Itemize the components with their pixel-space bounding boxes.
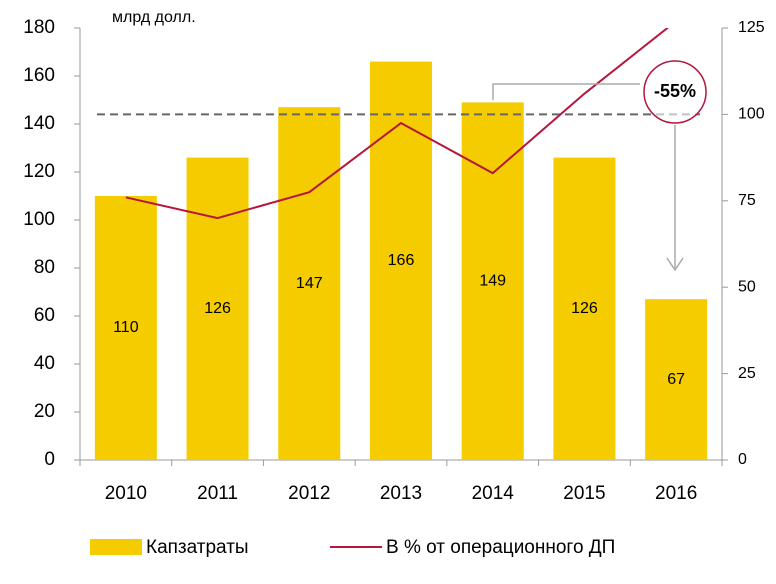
y-tick-label: 80 (34, 257, 55, 278)
bar (370, 61, 432, 460)
y2-tick-label: 75 (738, 192, 756, 209)
y-tick-label: 20 (34, 401, 55, 422)
y-tick-label: 160 (23, 65, 55, 86)
y-tick-label: 140 (23, 113, 55, 134)
annotation-arrowhead (666, 257, 684, 272)
bar-label: 166 (388, 252, 415, 269)
y2-tick-label: 125 (738, 19, 765, 36)
legend-swatch (90, 539, 142, 555)
y2-tick-label: 25 (738, 365, 756, 382)
y-tick-label: 180 (23, 17, 55, 38)
x-tick-label: 2011 (197, 483, 238, 504)
y-tick-label: 0 (44, 449, 55, 470)
annotation-circle (643, 60, 707, 124)
y-tick-label: 60 (34, 305, 55, 326)
y2-tick-label: 100 (738, 106, 765, 123)
bar-label: 67 (667, 371, 685, 388)
y-tick-label: 40 (34, 353, 55, 374)
unit-label: млрд долл. (112, 9, 196, 26)
annotation-bracket (492, 83, 640, 100)
legend-label: Капзатраты (146, 537, 249, 558)
x-tick-label: 2014 (472, 483, 515, 504)
bar (553, 157, 616, 460)
x-tick-label: 2013 (380, 483, 422, 504)
bar-label: 110 (113, 319, 139, 336)
bar-label: 126 (204, 300, 231, 317)
bar-label: 149 (479, 272, 506, 289)
legend-label: В % от операционного ДП (386, 537, 615, 558)
bar-label: 126 (571, 300, 598, 317)
y-tick-label: 120 (23, 161, 55, 182)
annotation: -55% (654, 81, 696, 101)
bar (645, 299, 708, 460)
bar (278, 107, 341, 460)
x-tick-label: 2010 (105, 483, 147, 504)
bar (186, 157, 249, 460)
bar (94, 196, 157, 460)
y-tick-label: 100 (23, 209, 55, 230)
y2-tick-label: 50 (738, 278, 756, 295)
line (125, 28, 670, 220)
x-tick-label: 2016 (655, 483, 697, 504)
x-tick-label: 2012 (288, 483, 330, 504)
bar-label: 147 (296, 275, 323, 292)
y2-tick-label: 0 (738, 451, 747, 468)
x-tick-label: 2015 (563, 483, 605, 504)
